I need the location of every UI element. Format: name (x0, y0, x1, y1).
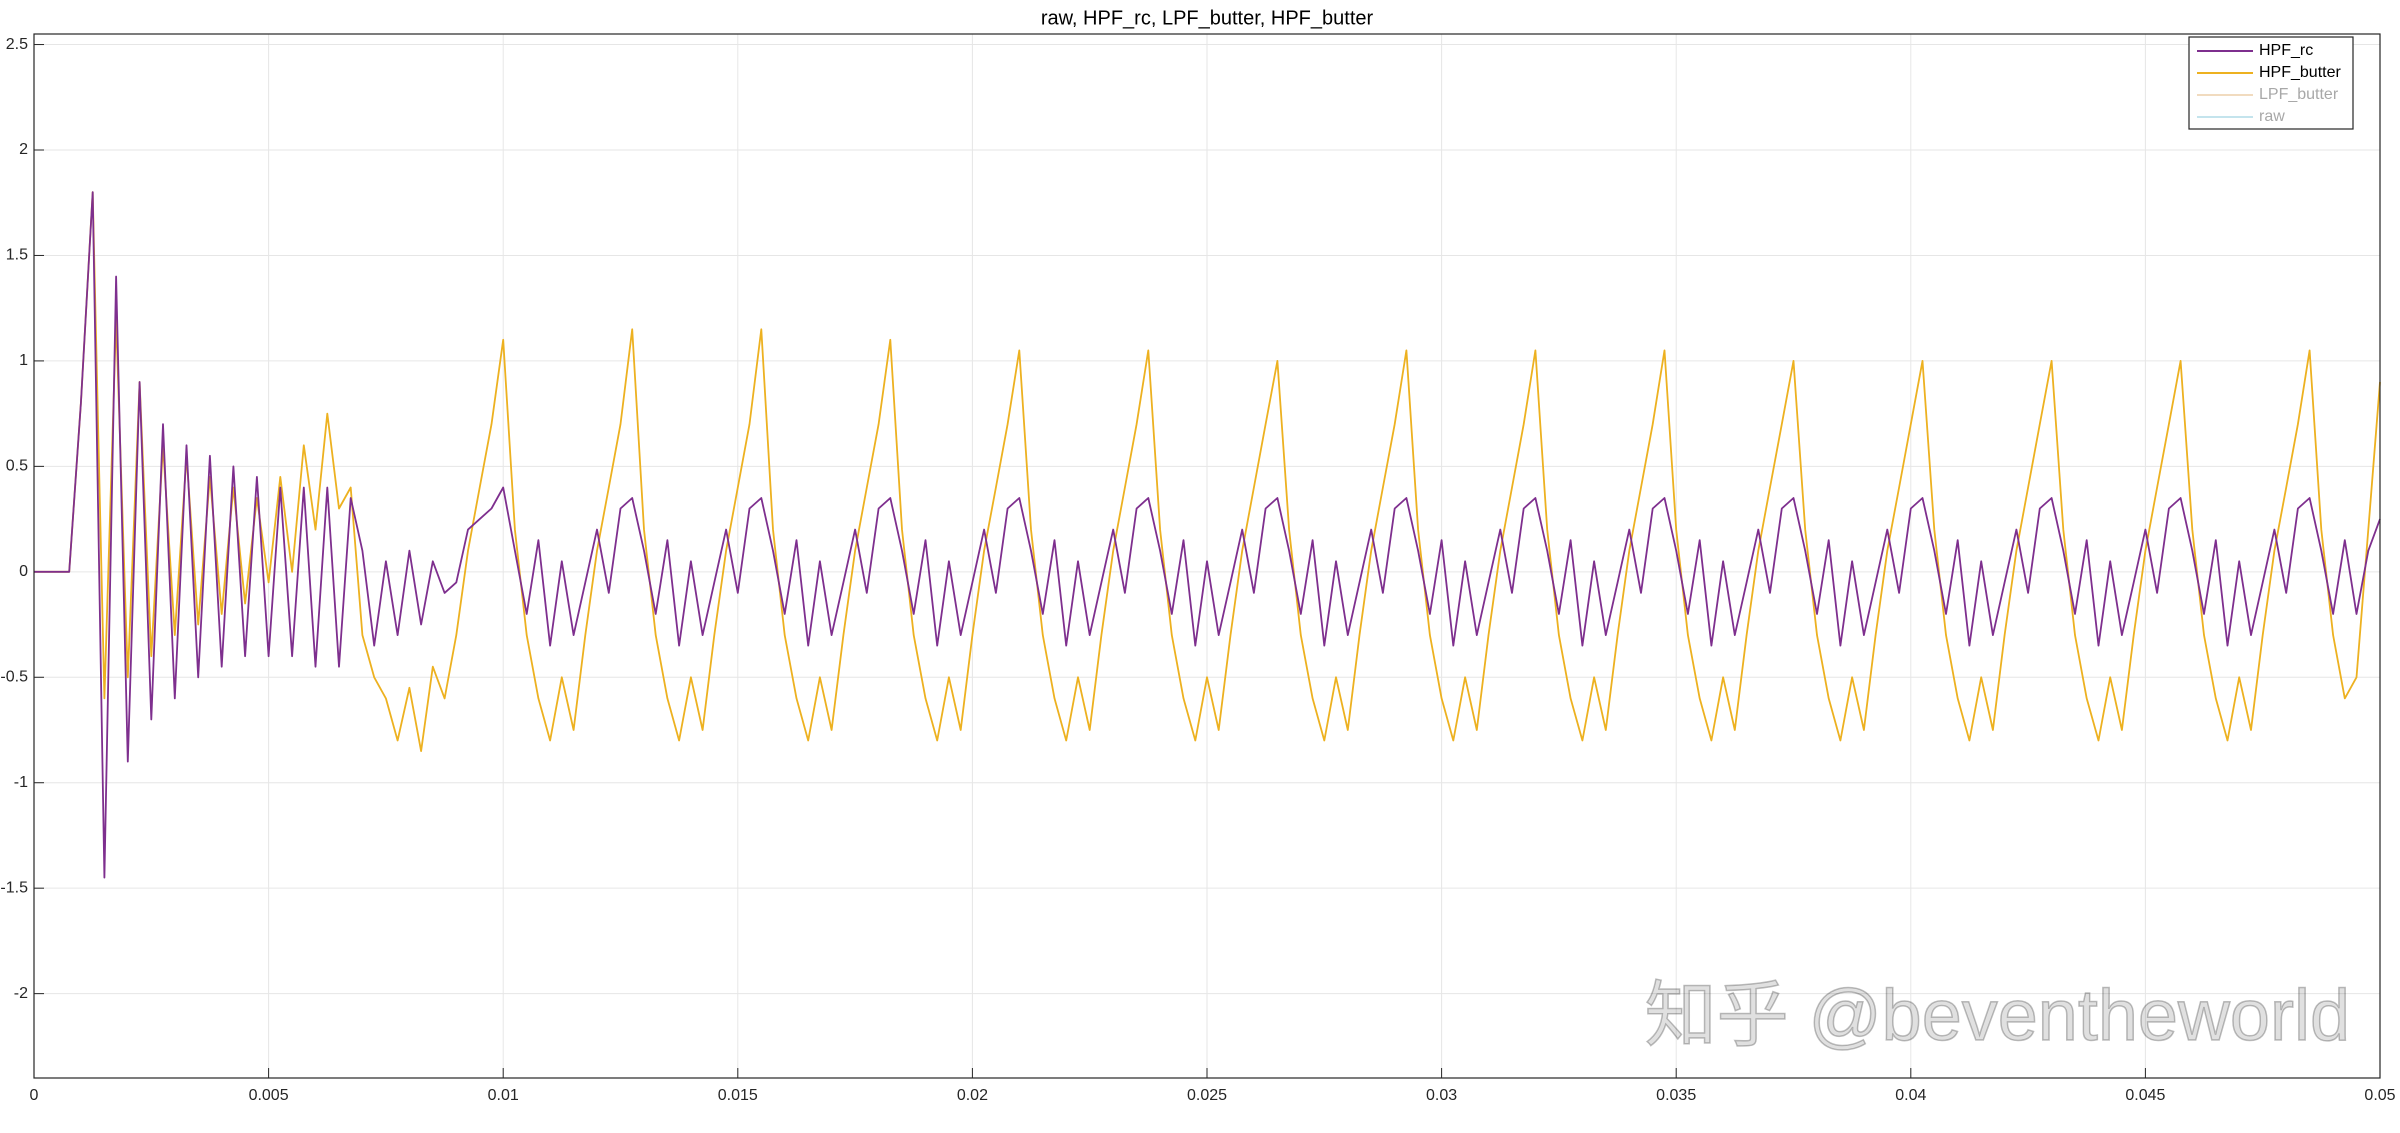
x-tick-label: 0.015 (718, 1087, 758, 1104)
data-line (34, 191, 2381, 752)
y-tick-label: -2 (14, 985, 28, 1002)
chart-title: raw, HPF_rc, LPF_butter, HPF_butter (1041, 7, 1374, 29)
x-tick-label: 0.04 (1895, 1087, 1926, 1104)
y-tick-label: -0.5 (0, 668, 28, 685)
legend-label: HPF_rc (2259, 42, 2313, 59)
y-tick-label: 2.5 (6, 36, 28, 53)
x-tick-label: 0.025 (1187, 1087, 1227, 1104)
axes-box (33, 33, 2381, 1079)
x-tick-label: 0.005 (249, 1087, 289, 1104)
x-tick-label: 0 (30, 1087, 39, 1104)
x-tick-label: 0.02 (957, 1087, 988, 1104)
y-tick-label: 1.5 (6, 247, 28, 264)
y-tick-label: -1.5 (0, 879, 28, 896)
legend-label: HPF_butter (2259, 64, 2341, 81)
legend-label: raw (2259, 108, 2285, 125)
y-tick-label: 0.5 (6, 458, 28, 475)
y-tick-label: -1 (14, 774, 28, 791)
x-tick-label: 0.05 (2364, 1087, 2395, 1104)
x-tick-label: 0.03 (1426, 1087, 1457, 1104)
y-tick-label: 2 (19, 141, 28, 158)
x-tick-label: 0.035 (1656, 1087, 1696, 1104)
legend-label: LPF_butter (2259, 86, 2339, 103)
y-tick-label: 1 (19, 352, 28, 369)
legend-box (2188, 36, 2354, 130)
data-line (34, 191, 2381, 879)
x-tick-label: 0.045 (2125, 1087, 2165, 1104)
watermark: 知乎 @beventheworld (1645, 976, 2350, 1056)
x-tick-label: 0.01 (488, 1087, 519, 1104)
y-tick-label: 0 (19, 563, 28, 580)
